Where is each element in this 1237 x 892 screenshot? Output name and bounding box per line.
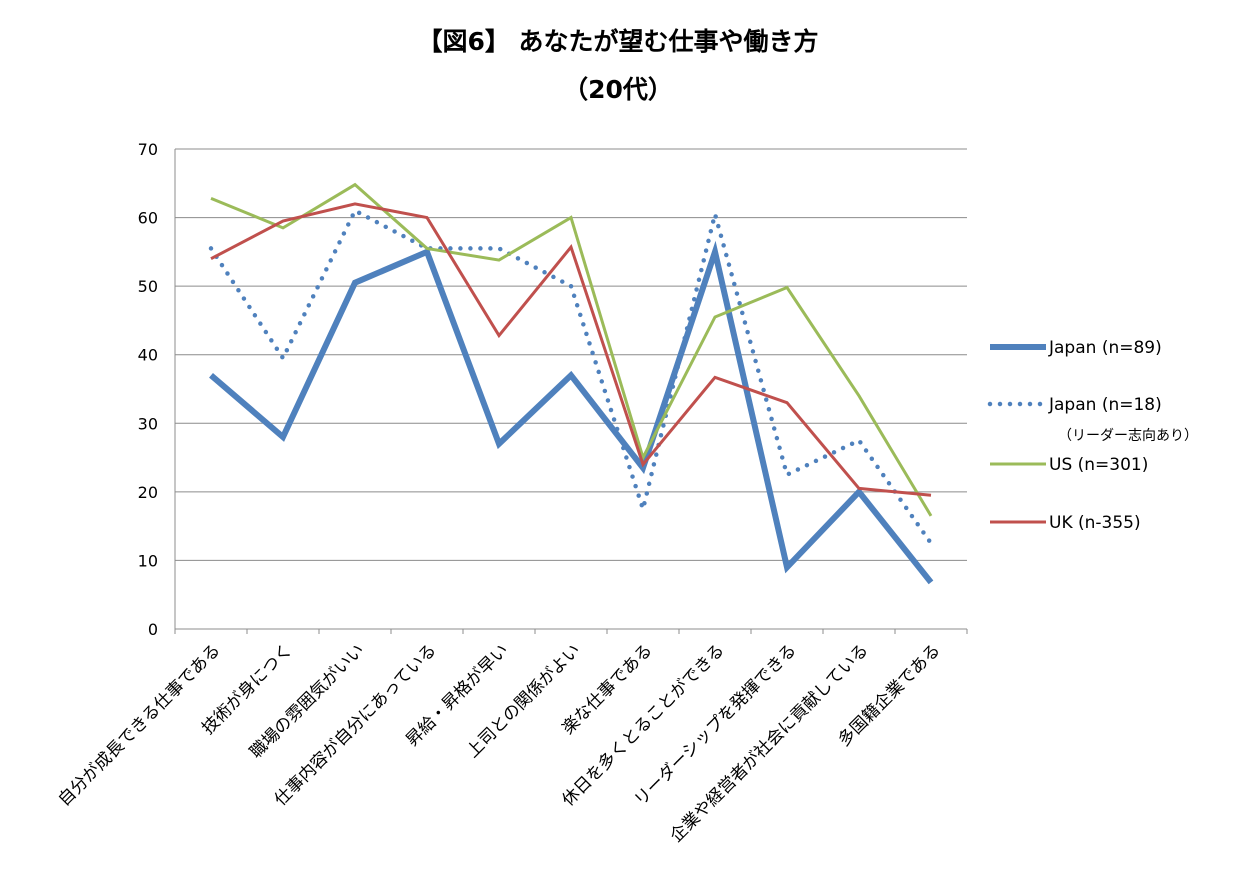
y-tick-label: 60: [138, 209, 158, 228]
x-axis-category-labels: 自分が成長できる仕事である技術が身につく職場の雰囲気がいい仕事内容が自分にあって…: [54, 640, 944, 846]
series-lines: [208, 182, 934, 585]
y-axis-ticks: 0 10 20 30 40 50 60 70: [138, 140, 158, 639]
series-line-4: [210, 202, 932, 497]
legend-label-2: Japan (n=18): [1048, 395, 1162, 415]
legend-label-1: Japan (n=89): [1048, 338, 1162, 358]
y-tick-label: 20: [138, 483, 158, 502]
legend-note-2: （リーダー志向あり）: [1058, 428, 1198, 444]
chart-title: 【図6】 あなたが望む仕事や働き方: [417, 27, 818, 56]
series-line-3: [210, 182, 933, 517]
series-line-1: [209, 240, 934, 585]
legend-label-4: UK (n-355): [1049, 513, 1141, 533]
axes: [174, 149, 968, 634]
legend-label-3: US (n=301): [1049, 455, 1148, 475]
y-tick-label: 50: [138, 277, 158, 296]
chart-subtitle: （20代）: [563, 75, 673, 104]
y-tick-label: 40: [138, 346, 158, 365]
y-tick-label: 10: [138, 551, 158, 570]
y-tick-label: 70: [138, 140, 158, 159]
legend: Japan (n=89) Japan (n=18) （リーダー志向あり） US (n=…: [987, 338, 1198, 533]
y-tick-label: 30: [138, 414, 158, 433]
gridlines: [175, 148, 967, 561]
series-line-2: [208, 205, 934, 546]
y-tick-label: 0: [148, 620, 158, 639]
